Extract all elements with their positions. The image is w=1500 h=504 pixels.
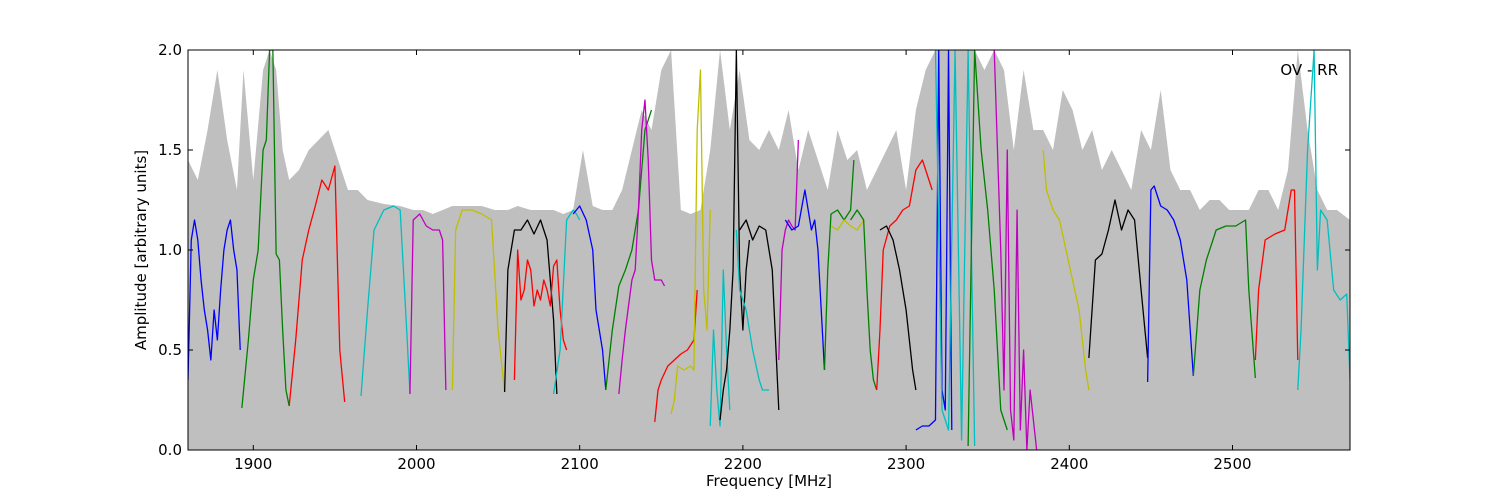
x-tick-label: 2100 bbox=[561, 455, 599, 473]
y-tick-label: 0.5 bbox=[158, 341, 182, 359]
series-line-24 bbox=[876, 159, 933, 391]
series-line-28 bbox=[967, 50, 1008, 447]
y-tick-label: 2.0 bbox=[158, 41, 182, 59]
series-line-20 bbox=[784, 189, 826, 371]
series-line-8 bbox=[513, 249, 568, 381]
series-line-23 bbox=[850, 209, 878, 391]
y-tick-label: 1.5 bbox=[158, 141, 182, 159]
chart-annotation: OV - RR bbox=[1280, 61, 1338, 79]
series-line-12 bbox=[618, 99, 666, 395]
series-line-26 bbox=[915, 50, 953, 431]
y-tick-label: 1.0 bbox=[158, 241, 182, 259]
series-line-5 bbox=[409, 213, 447, 395]
series-line-18 bbox=[735, 229, 769, 391]
series-line-4 bbox=[360, 205, 411, 397]
series-line-34 bbox=[1254, 189, 1299, 361]
x-tick-label: 2400 bbox=[1050, 455, 1088, 473]
series-line-31 bbox=[1088, 199, 1149, 359]
series-line-30 bbox=[1042, 149, 1090, 391]
series-line-19 bbox=[778, 139, 800, 361]
series-line-15 bbox=[709, 269, 731, 427]
series-line-14 bbox=[670, 69, 711, 415]
plot-frame bbox=[187, 49, 1351, 451]
x-axis-label: Frequency [MHz] bbox=[706, 472, 832, 490]
y-axis-label: Amplitude [arbitrary units] bbox=[132, 150, 150, 350]
x-tick-label: 2500 bbox=[1213, 455, 1251, 473]
series-line-32 bbox=[1146, 185, 1194, 383]
series-line-21 bbox=[823, 159, 855, 371]
series-line-29 bbox=[993, 50, 1038, 450]
series-line-9 bbox=[552, 209, 581, 395]
series-line-33 bbox=[1192, 219, 1256, 379]
series-line-2 bbox=[241, 50, 290, 409]
ticks-layer: 1900 2000 2100 2200 2300 2400 2500 0.0 0.5 1.0 1.5… bbox=[158, 41, 1350, 473]
series-line-11 bbox=[605, 109, 653, 391]
x-tick-label: 2000 bbox=[397, 455, 435, 473]
series-line-6 bbox=[451, 209, 506, 393]
series-line-17 bbox=[739, 219, 780, 411]
series-line-13 bbox=[654, 289, 698, 423]
series-line-16 bbox=[719, 50, 751, 421]
series-line-3 bbox=[288, 165, 346, 407]
series-line-27 bbox=[934, 50, 976, 447]
x-tick-label: 1900 bbox=[234, 455, 272, 473]
series-line-7 bbox=[503, 219, 558, 395]
series-layer bbox=[188, 50, 1350, 450]
series-line-1 bbox=[188, 219, 241, 381]
x-tick-label: 2300 bbox=[887, 455, 925, 473]
series-line-10 bbox=[572, 205, 607, 391]
series-line-25 bbox=[879, 225, 917, 391]
series-line-22 bbox=[830, 219, 865, 231]
x-tick-label: 2200 bbox=[724, 455, 762, 473]
series-line-35 bbox=[1297, 50, 1350, 391]
y-tick-label: 0.0 bbox=[158, 441, 182, 459]
